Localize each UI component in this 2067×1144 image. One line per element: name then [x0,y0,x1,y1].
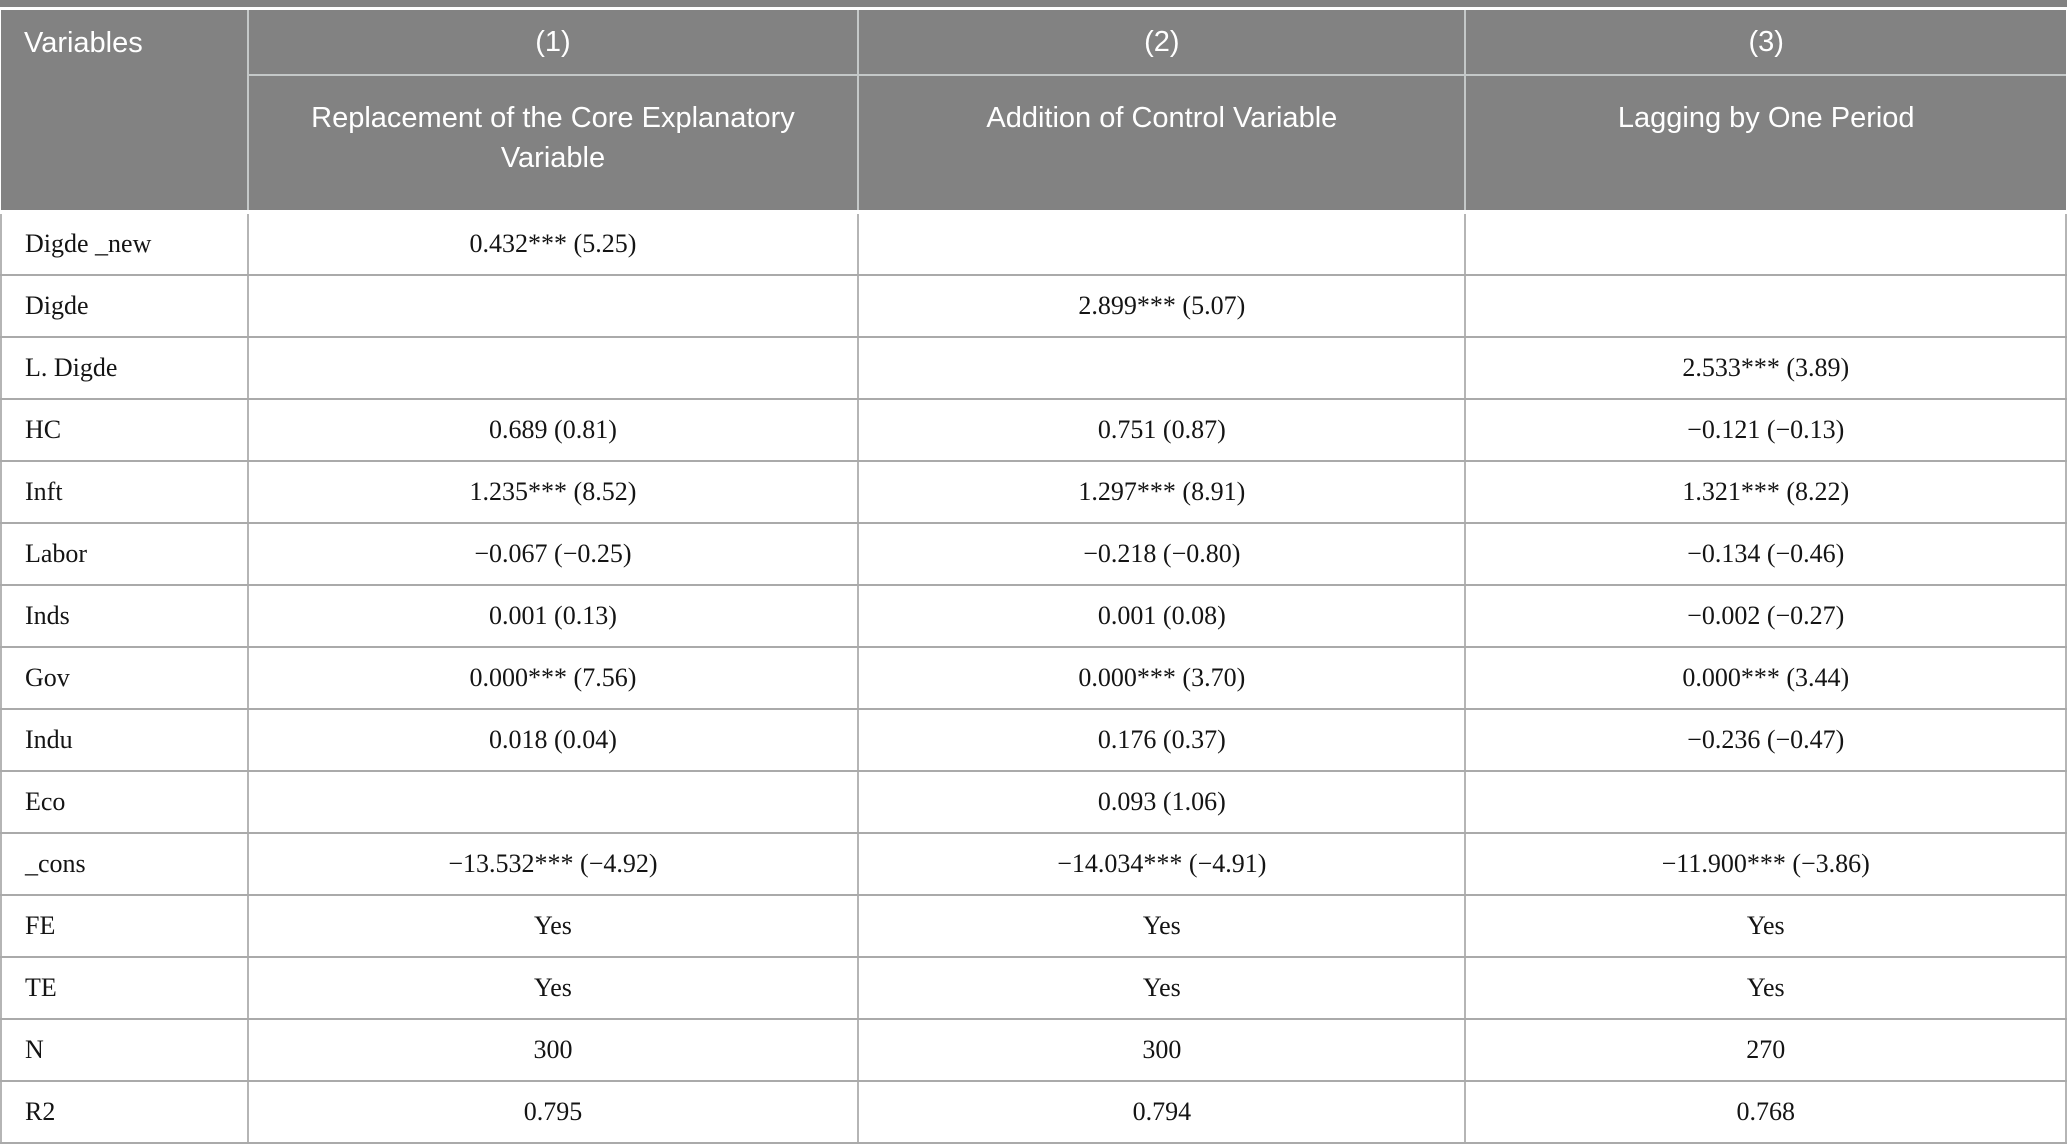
cell-value: 0.000*** (3.44) [1465,647,2067,710]
table-row: HC 0.689 (0.81) 0.751 (0.87) −0.121 (−0.13) [0,399,2067,462]
cell-value: 2.899*** (5.07) [858,275,1467,338]
cell-value: 0.000*** (7.56) [247,647,860,710]
row-label: Digde [0,275,249,338]
cell-value: 0.794 [858,1081,1467,1144]
cell-value [1465,275,2067,338]
cell-value: 1.321*** (8.22) [1465,461,2067,524]
row-label: Labor [0,523,249,586]
column-number-1: (1) [247,10,860,76]
cell-value: 300 [858,1019,1467,1082]
variables-column-header: Variables [1,10,249,214]
cell-value: 0.176 (0.37) [858,709,1467,772]
table-row: Indu 0.018 (0.04) 0.176 (0.37) −0.236 (−0.4… [0,709,2067,772]
table-top-gap [0,7,2067,10]
table-row: Inds 0.001 (0.13) 0.001 (0.08) −0.002 (−0.2… [0,585,2067,648]
table-row: TE Yes Yes Yes [0,957,2067,1020]
row-label: R2 [0,1081,249,1144]
row-label: Digde _new [0,212,249,276]
table-row: Eco 0.093 (1.06) [0,771,2067,834]
table-row: Labor −0.067 (−0.25) −0.218 (−0.80) −0.134 … [0,523,2067,586]
cell-value: 0.001 (0.08) [858,585,1467,648]
cell-value: Yes [858,895,1467,958]
table-row: Inft 1.235*** (8.52) 1.297*** (8.91) 1.321*… [0,461,2067,524]
column-title-1: Replacement of the Core Explanatory Vari… [247,75,860,214]
table-row: Gov 0.000*** (7.56) 0.000*** (3.70) 0.000**… [0,647,2067,710]
cell-value: 2.533*** (3.89) [1465,337,2067,400]
header-row-titles: Replacement of the Core Explanatory Vari… [1,75,2066,214]
table-body: Digde _new 0.432*** (5.25) Digde 2.899*** (… [0,212,2067,1144]
table-row: _cons −13.532*** (−4.92) −14.034*** (−4.91… [0,833,2067,896]
cell-value [858,212,1467,276]
cell-value [247,337,860,400]
cell-value: 0.000*** (3.70) [858,647,1467,710]
row-label: HC [0,399,249,462]
header-row-numbers: Variables (1) (2) (3) [1,10,2066,214]
cell-value: 0.751 (0.87) [858,399,1467,462]
column-title-3: Lagging by One Period [1465,75,2066,214]
cell-value: 0.432*** (5.25) [247,212,860,276]
cell-value: Yes [1465,957,2067,1020]
cell-value: 0.018 (0.04) [247,709,860,772]
cell-value: 300 [247,1019,860,1082]
cell-value [247,771,860,834]
table-row: R2 0.795 0.794 0.768 [0,1081,2067,1144]
column-number-3: (3) [1465,10,2066,76]
row-label: Indu [0,709,249,772]
cell-value: −0.067 (−0.25) [247,523,860,586]
table-row: Digde _new 0.432*** (5.25) [0,212,2067,276]
cell-value: −0.218 (−0.80) [858,523,1467,586]
cell-value [858,337,1467,400]
cell-value: −14.034*** (−4.91) [858,833,1467,896]
row-label: _cons [0,833,249,896]
cell-value [247,275,860,338]
column-number-2: (2) [858,10,1467,76]
cell-value: 0.795 [247,1081,860,1144]
table-row: Digde 2.899*** (5.07) [0,275,2067,338]
cell-value: −11.900*** (−3.86) [1465,833,2067,896]
row-label: N [0,1019,249,1082]
cell-value: −0.236 (−0.47) [1465,709,2067,772]
cell-value [1465,771,2067,834]
row-label: TE [0,957,249,1020]
row-label: Eco [0,771,249,834]
cell-value: Yes [247,957,860,1020]
row-label: Inds [0,585,249,648]
regression-results-table: Variables (1) (2) (3) Replacement of the… [0,10,2067,1144]
cell-value: −0.134 (−0.46) [1465,523,2067,586]
table-top-rule [0,0,2067,7]
cell-value: Yes [247,895,860,958]
row-label: Inft [0,461,249,524]
cell-value: 270 [1465,1019,2067,1082]
cell-value: −0.002 (−0.27) [1465,585,2067,648]
cell-value: 0.768 [1465,1081,2067,1144]
cell-value: Yes [1465,895,2067,958]
cell-value: Yes [858,957,1467,1020]
cell-value [1465,212,2067,276]
row-label: FE [0,895,249,958]
table-row: FE Yes Yes Yes [0,895,2067,958]
table-row: L. Digde 2.533*** (3.89) [0,337,2067,400]
row-label: Gov [0,647,249,710]
column-title-2: Addition of Control Variable [858,75,1467,214]
cell-value: −13.532*** (−4.92) [247,833,860,896]
row-label: L. Digde [0,337,249,400]
cell-value: 0.001 (0.13) [247,585,860,648]
cell-value: 0.689 (0.81) [247,399,860,462]
cell-value: 1.235*** (8.52) [247,461,860,524]
table-row: N 300 300 270 [0,1019,2067,1082]
cell-value: −0.121 (−0.13) [1465,399,2067,462]
cell-value: 1.297*** (8.91) [858,461,1467,524]
table-header: Variables (1) (2) (3) Replacement of the… [1,10,2066,214]
cell-value: 0.093 (1.06) [858,771,1467,834]
